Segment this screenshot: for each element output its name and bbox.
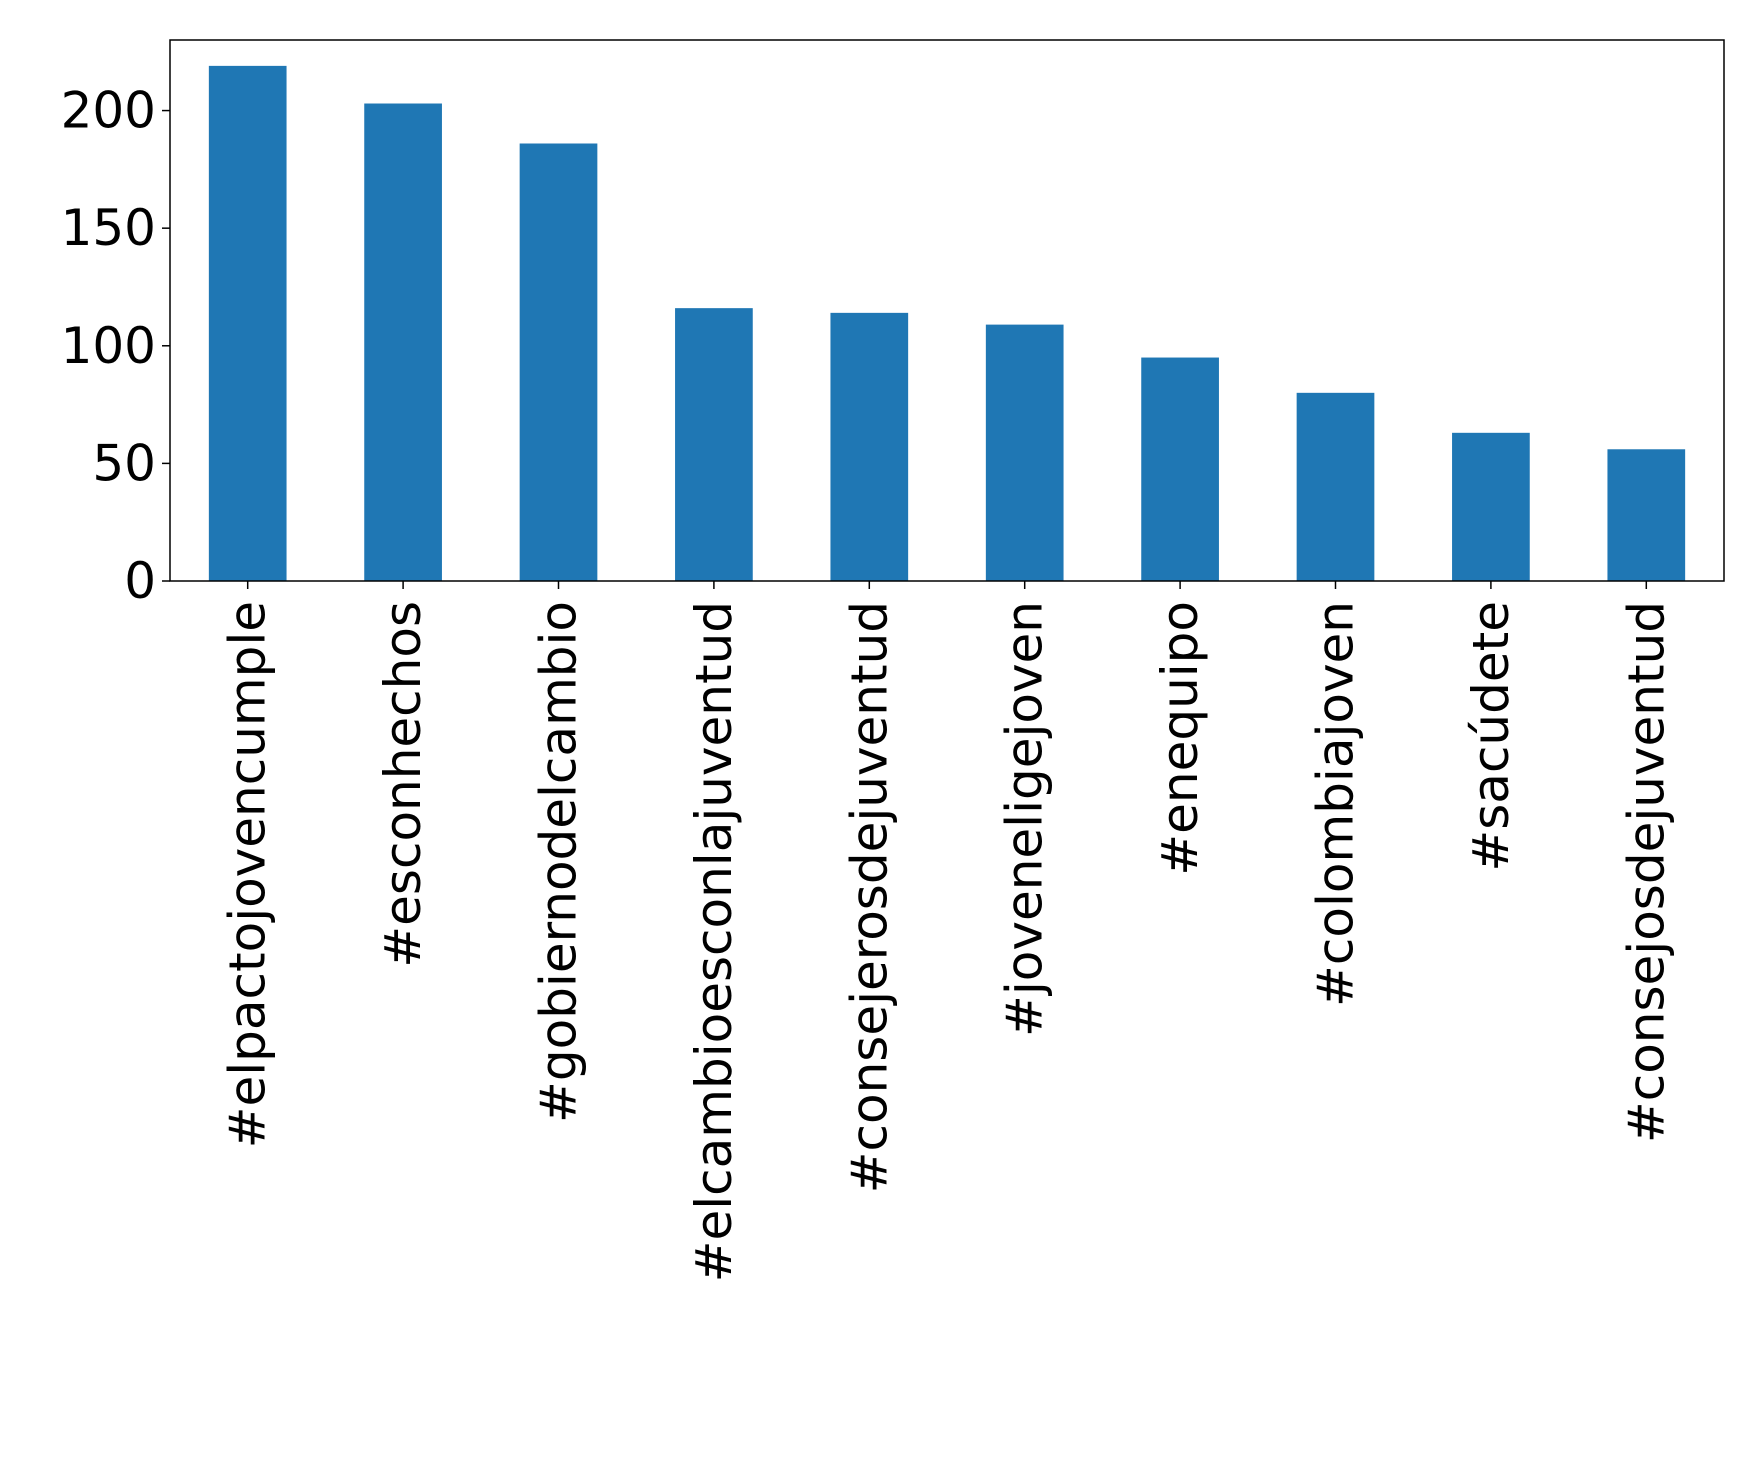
x-tick-label: #esconhechos <box>374 601 432 968</box>
x-tick-label: #joveneligejoven <box>996 601 1054 1037</box>
bar-3 <box>519 143 598 581</box>
x-tick-label: #enequipo <box>1151 601 1209 876</box>
bar-10 <box>1607 449 1686 581</box>
x-axis: #elpactojovencumple #esconhechos #gobierno… <box>219 581 1675 1282</box>
bar-9 <box>1452 432 1530 581</box>
plot-frame <box>169 39 1725 582</box>
x-tick-label: #consejosdejuventud <box>1617 601 1675 1143</box>
y-axis: 0 50 100 150 200 <box>61 82 170 610</box>
y-tick-label: 100 <box>61 317 156 375</box>
bar-6 <box>985 324 1064 581</box>
y-tick-label: 150 <box>61 199 156 257</box>
bar-5 <box>830 312 909 581</box>
y-tick-label: 0 <box>124 552 156 610</box>
x-tick-label: #sacúdete <box>1462 601 1520 872</box>
x-tick-label: #gobiernodelcambio <box>530 601 588 1123</box>
bar-7 <box>1141 357 1219 581</box>
bars-layer <box>208 65 1686 582</box>
x-tick-label: #elcambioesconlajuventud <box>685 601 743 1282</box>
bar-8 <box>1296 392 1375 581</box>
y-tick-label: 200 <box>61 82 156 140</box>
x-tick-label: #consejerosdejuventud <box>840 601 898 1193</box>
bar-2 <box>364 103 442 581</box>
x-tick-label: #colombiajoven <box>1307 601 1365 1007</box>
y-tick-label: 50 <box>92 434 156 492</box>
bar-4 <box>675 308 753 581</box>
x-tick-label: #elpactojovencumple <box>219 601 277 1148</box>
bar-1 <box>208 65 287 582</box>
